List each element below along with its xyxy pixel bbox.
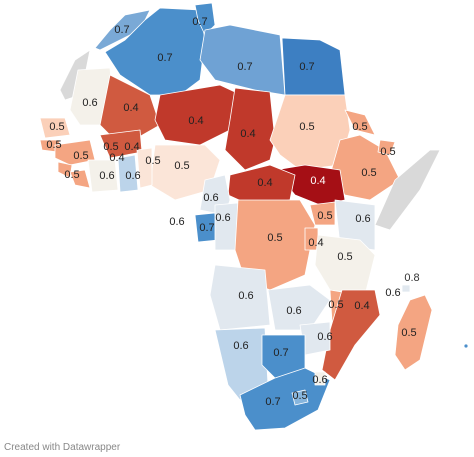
value-label: 0.5	[337, 251, 352, 263]
country-comoros[interactable]	[401, 284, 411, 293]
country-zambia[interactable]	[267, 284, 331, 331]
value-label: 0.7	[157, 52, 172, 64]
value-label: 0.5	[292, 390, 307, 402]
value-label: 0.6	[215, 212, 230, 224]
value-label: 0.4	[109, 152, 124, 164]
value-label: 0.5	[145, 155, 160, 167]
country-niger[interactable]	[154, 84, 236, 146]
country-eswatini[interactable]	[314, 371, 326, 386]
country-benin[interactable]	[136, 147, 153, 189]
value-label: 0.4	[123, 102, 138, 114]
country-madagascar[interactable]	[394, 294, 433, 371]
value-label: 0.5	[174, 160, 189, 172]
country-egypt[interactable]	[281, 37, 346, 96]
value-label: 0.4	[240, 128, 255, 140]
africa-choropleth-map: 0.7 0.7 0.7 0.7 0.7 0.6 0.4 0.4 0.4 0.5 …	[39, 2, 469, 431]
country-guinea[interactable]	[54, 139, 96, 166]
value-label: 0.6	[286, 305, 301, 317]
country-south-africa[interactable]	[239, 367, 331, 431]
country-mauritius[interactable]	[463, 343, 469, 349]
value-label: 0.5	[103, 141, 118, 153]
value-label: 0.6	[125, 170, 140, 182]
value-label: 0.5	[328, 299, 343, 311]
value-label: 0.6	[82, 97, 97, 109]
country-uganda[interactable]	[309, 201, 336, 226]
value-label: 0.4	[188, 115, 203, 127]
value-label: 0.6	[312, 374, 327, 386]
value-label: 0.5	[401, 327, 416, 339]
country-eritrea[interactable]	[344, 109, 376, 136]
value-label: 0.5	[380, 146, 395, 158]
country-senegal[interactable]	[39, 117, 71, 139]
value-label: 0.4	[124, 141, 139, 153]
value-label: 0.4	[257, 177, 272, 189]
country-djibouti[interactable]	[377, 139, 396, 156]
value-label: 0.6	[203, 192, 218, 204]
value-label: 0.7	[199, 222, 214, 234]
value-label: 0.7	[114, 24, 129, 36]
value-labels: 0.7 0.7 0.7 0.7 0.7 0.6 0.4 0.4 0.4 0.5 …	[46, 16, 421, 408]
value-label: 0.6	[317, 331, 332, 343]
value-label: 0.7	[299, 61, 314, 73]
value-label: 0.6	[169, 216, 184, 228]
value-label: 0.7	[273, 347, 288, 359]
value-label: 0.8	[404, 272, 419, 284]
country-republic-of-congo[interactable]	[214, 202, 239, 251]
value-label: 0.5	[317, 210, 332, 222]
value-label: 0.5	[64, 169, 79, 181]
country-liberia[interactable]	[69, 169, 91, 189]
value-label: 0.5	[46, 139, 61, 151]
value-label: 0.4	[354, 300, 369, 312]
value-label: 0.7	[265, 396, 280, 408]
value-label: 0.7	[237, 61, 252, 73]
country-angola[interactable]	[209, 264, 271, 331]
value-label: 0.6	[355, 213, 370, 225]
value-label: 0.5	[361, 167, 376, 179]
value-label: 0.6	[233, 340, 248, 352]
value-label: 0.7	[192, 16, 207, 28]
country-drc[interactable]	[234, 199, 316, 291]
country-ivory-coast[interactable]	[87, 159, 119, 193]
value-label: 0.5	[267, 232, 282, 244]
value-label: 0.6	[385, 287, 400, 299]
value-label: 0.5	[73, 150, 88, 162]
value-label: 0.5	[299, 121, 314, 133]
country-chad[interactable]	[224, 87, 276, 171]
country-lesotho[interactable]	[291, 389, 309, 406]
country-sierra-leone[interactable]	[57, 161, 73, 179]
datawrapper-credit[interactable]: Created with Datawrapper	[4, 442, 121, 453]
value-label: 0.6	[99, 170, 114, 182]
value-label: 0.6	[238, 290, 253, 302]
value-label: 0.4	[310, 175, 325, 187]
country-ghana[interactable]	[117, 154, 139, 193]
value-label: 0.5	[49, 121, 64, 133]
country-kenya[interactable]	[334, 199, 376, 251]
value-label: 0.4	[308, 237, 323, 249]
value-label: 0.5	[352, 121, 367, 133]
